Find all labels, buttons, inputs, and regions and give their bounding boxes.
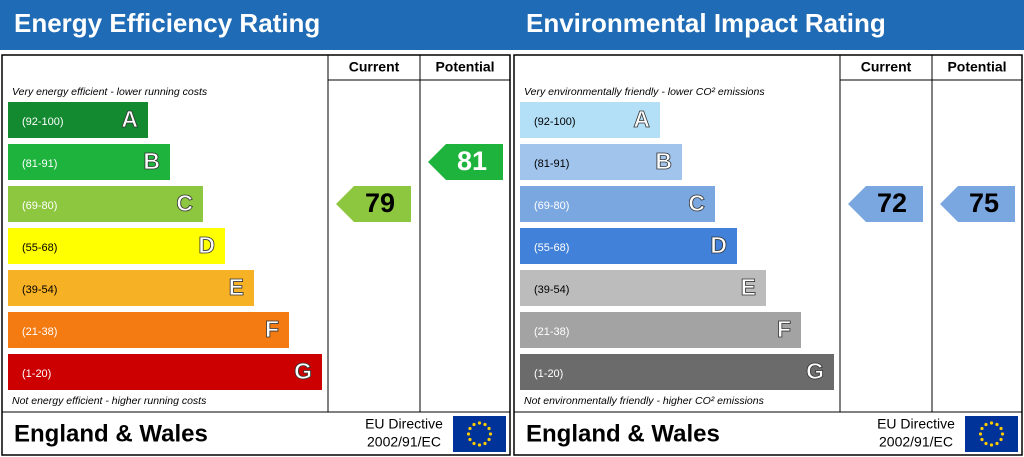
column-header: Potential: [947, 59, 1006, 75]
eu-star: [989, 443, 994, 447]
band-range: (92-100): [22, 116, 64, 128]
band-range: (81-91): [534, 158, 569, 170]
eu-star: [487, 426, 491, 431]
rating-value: 75: [969, 188, 999, 218]
rating-band: [520, 228, 737, 264]
band-letter: F: [777, 316, 791, 342]
region-label: England & Wales: [526, 420, 720, 447]
band-range: (39-54): [22, 284, 57, 296]
rating-band: [8, 228, 225, 264]
eu-star: [472, 422, 476, 427]
band-range: (55-68): [22, 242, 57, 254]
column-header: Potential: [435, 59, 494, 75]
band-letter: A: [633, 106, 650, 132]
eu-star: [483, 422, 487, 427]
rating-value: 79: [365, 188, 395, 218]
title-bar: [512, 0, 1024, 50]
band-letter: D: [198, 232, 215, 258]
rating-band: [8, 270, 254, 306]
panel-title: Energy Efficiency Rating: [14, 8, 320, 38]
eu-star: [468, 426, 472, 431]
eu-star: [1000, 432, 1005, 436]
rating-band: [8, 186, 203, 222]
bottom-note: Not energy efficient - higher running co…: [12, 395, 207, 407]
directive-line: EU Directive: [877, 416, 955, 432]
eu-star: [999, 437, 1003, 442]
eu-flag: [453, 416, 506, 452]
rating-band: [520, 270, 766, 306]
rating-band: [520, 312, 801, 348]
band-range: (69-80): [22, 200, 57, 212]
band-range: (21-38): [22, 326, 57, 338]
directive-line: EU Directive: [365, 416, 443, 432]
rating-arrow: [848, 186, 923, 222]
band-letter: A: [121, 106, 138, 132]
panel-frame: [1, 54, 511, 456]
panel-frame: [513, 54, 1023, 456]
rating-band: [8, 144, 170, 180]
rating-band: [8, 312, 289, 348]
column-header: Current: [349, 59, 400, 75]
eu-star: [468, 437, 472, 442]
bottom-note: Not environmentally friendly - higher CO…: [524, 395, 765, 407]
rating-band: [520, 144, 682, 180]
band-range: (92-100): [534, 116, 576, 128]
eu-star: [989, 421, 994, 425]
rating-panel: Energy Efficiency Rating Current Potential…: [0, 0, 512, 456]
band-letter: B: [655, 148, 672, 174]
rating-panel: Environmental Impact Rating Current Potent…: [512, 0, 1024, 456]
band-range: (39-54): [534, 284, 569, 296]
rating-value: 72: [877, 188, 907, 218]
rating-band: [8, 102, 148, 138]
band-letter: B: [143, 148, 160, 174]
band-range: (69-80): [534, 200, 569, 212]
top-note: Very energy efficient - lower running co…: [12, 86, 208, 98]
eu-star: [472, 441, 476, 446]
band-range: (1-20): [22, 368, 51, 380]
band-letter: F: [265, 316, 279, 342]
eu-star: [980, 426, 984, 431]
directive-line: 2002/91/EC: [879, 434, 953, 450]
eu-star: [483, 441, 487, 446]
eu-star: [488, 432, 493, 436]
band-letter: D: [710, 232, 727, 258]
rating-band: [8, 354, 322, 390]
eu-star: [978, 432, 983, 436]
column-header: Current: [861, 59, 912, 75]
rating-value: 81: [457, 146, 487, 176]
eu-star: [995, 441, 999, 446]
band-range: (81-91): [22, 158, 57, 170]
rating-arrow: [428, 144, 503, 180]
band-range: (21-38): [534, 326, 569, 338]
eu-star: [477, 421, 482, 425]
rating-band: [520, 354, 834, 390]
title-bar: [0, 0, 512, 50]
band-range: (55-68): [534, 242, 569, 254]
rating-band: [520, 102, 660, 138]
region-label: England & Wales: [14, 420, 208, 447]
eu-flag: [965, 416, 1018, 452]
band-letter: C: [688, 190, 705, 216]
band-letter: G: [806, 358, 824, 384]
eu-star: [487, 437, 491, 442]
eu-star: [980, 437, 984, 442]
band-letter: G: [294, 358, 312, 384]
band-letter: E: [229, 274, 244, 300]
rating-band: [520, 186, 715, 222]
panel-title: Environmental Impact Rating: [526, 8, 886, 38]
band-letter: C: [176, 190, 193, 216]
eu-star: [984, 422, 988, 427]
rating-arrow: [336, 186, 411, 222]
eu-star: [995, 422, 999, 427]
band-range: (1-20): [534, 368, 563, 380]
directive-line: 2002/91/EC: [367, 434, 441, 450]
band-letter: E: [741, 274, 756, 300]
eu-star: [984, 441, 988, 446]
eu-star: [999, 426, 1003, 431]
top-note: Very environmentally friendly - lower CO…: [524, 86, 765, 98]
eu-star: [466, 432, 471, 436]
rating-arrow: [940, 186, 1015, 222]
eu-star: [477, 443, 482, 447]
